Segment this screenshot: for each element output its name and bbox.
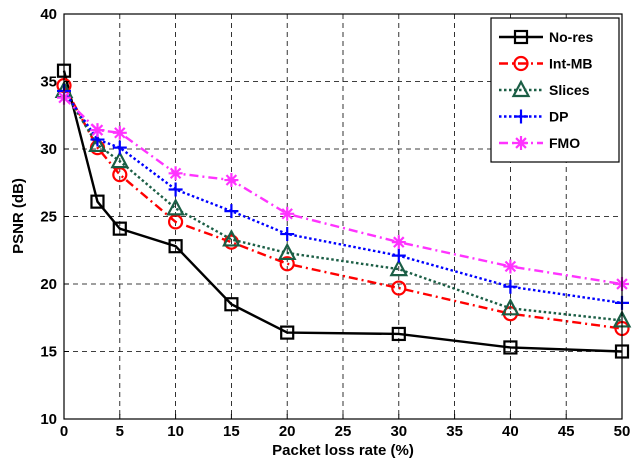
series-no-res-marker [391,326,406,342]
series-slices-marker [389,258,409,277]
legend-dp-marker [514,109,528,124]
x-tick-label: 20 [279,423,296,440]
x-tick-label: 40 [502,423,519,440]
series-slices [54,80,632,328]
x-tick-label: 0 [60,423,68,440]
series-slices-marker [501,297,520,316]
y-tick-label: 10 [40,411,57,428]
series-no-res-marker [112,221,127,236]
legend: No-res Int-MB Slices DP FMO [490,17,620,163]
series-fmo-marker [391,235,406,250]
series-fmo-marker [280,206,295,221]
series-no-res-marker [503,340,518,355]
x-tick-label: 45 [558,423,575,440]
y-tick-label: 35 [40,74,57,91]
legend-label: No-res [549,29,594,45]
x-axis-title: Packet loss rate (%) [272,442,414,459]
x-tick-label: 5 [116,423,124,440]
legend-item-no-res: No-res [499,29,594,45]
y-tick-label: 15 [40,344,57,361]
y-axis-title: PSNR (dB) [10,178,27,254]
x-tick-label: 15 [223,423,240,440]
series-slices-marker [277,242,297,261]
series-no-res-marker [224,297,239,312]
legend-label: Int-MB [549,56,593,72]
legend-fmo-marker [514,136,528,150]
y-tick-label: 40 [40,6,57,23]
series-dp-marker [503,279,518,294]
legend-label: FMO [549,135,580,151]
series-slices-marker [88,134,107,153]
legend-label: Slices [549,82,590,98]
series-fmo-marker [168,166,183,181]
series-slices-marker [166,198,185,216]
series-dp-marker [224,204,239,219]
series-fmo-marker [224,173,239,188]
series-layer [54,63,632,359]
x-tick-label: 30 [390,423,407,440]
x-tick-label: 25 [335,423,352,440]
series-slices-marker [222,229,241,247]
y-tick-label: 30 [40,141,57,158]
series-no-res-marker [280,325,295,340]
y-tick-label: 20 [40,276,57,293]
series-fmo-marker [90,123,105,138]
y-axis-ticks: 10 15 20 25 30 35 40 [40,6,69,428]
series-slices-line [62,90,623,322]
series-int-mb-line [62,84,623,330]
legend-int-mb-marker [513,55,529,72]
x-tick-label: 50 [614,423,631,440]
legend-item-int-mb: Int-MB [499,56,593,72]
series-int-mb-marker [391,280,407,296]
legend-item-slices: Slices [499,79,590,98]
legend-no-res-marker [513,29,529,45]
legend-box [490,17,620,163]
series-dp-marker [112,140,127,155]
legend-item-dp: DP [499,109,568,125]
series-dp-marker [391,248,406,263]
legend-item-fmo: FMO [499,135,580,151]
series-slices-marker [110,150,130,169]
series-no-res-marker [90,194,105,209]
x-axis-ticks: 0 5 10 15 20 25 30 35 40 45 50 [60,414,631,440]
legend-slices-marker [511,79,531,98]
y-tick-label: 25 [40,209,57,226]
x-tick-label: 10 [167,423,184,440]
x-tick-label: 35 [446,423,463,440]
series-dp-marker [280,227,295,242]
series-dp-marker [168,182,183,197]
series-fmo-marker [503,259,518,274]
legend-label: DP [549,109,568,125]
series-int-mb-marker [279,256,295,272]
series-no-res-marker [168,239,183,254]
series-no-res-line [62,70,623,353]
series-fmo-marker [112,125,127,140]
